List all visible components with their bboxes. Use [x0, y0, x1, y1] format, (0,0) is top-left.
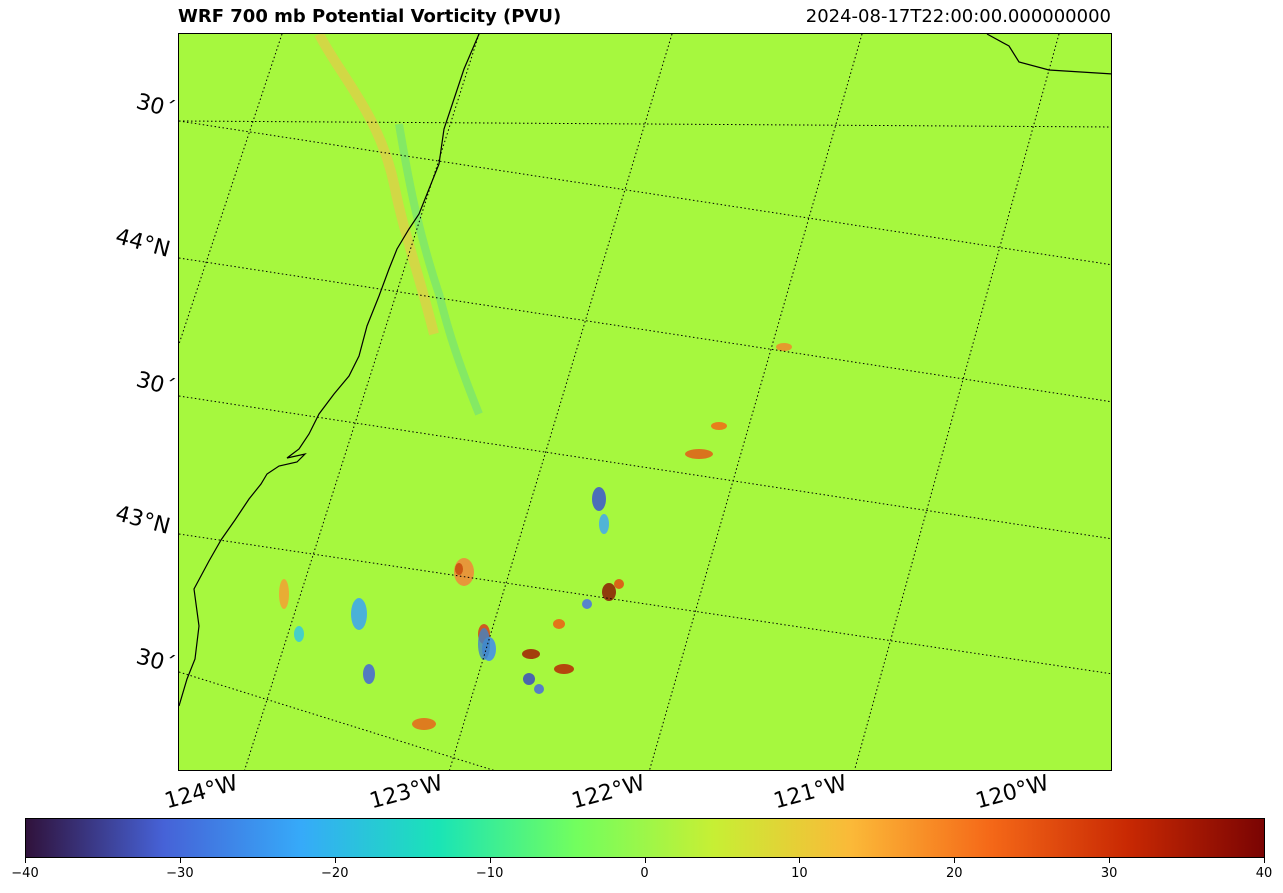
lon-label-121: 121°W — [771, 770, 850, 815]
colorbar-tick-label: −30 — [166, 866, 194, 881]
colorbar-tick-label: 0 — [640, 866, 649, 881]
lat-label-43-30: 30´ — [133, 367, 178, 402]
colorbar-tick-label: 30 — [1100, 866, 1118, 881]
colorbar-tick — [334, 858, 336, 863]
coastline — [179, 34, 1111, 707]
map-panel[interactable] — [178, 33, 1112, 771]
colorbar-tick — [179, 858, 181, 863]
valid-time: 2024-08-17T22:00:00.000000000 — [805, 6, 1111, 27]
colorbar-tick — [954, 858, 956, 863]
lat-label-43: 43°N — [112, 501, 173, 540]
lon-label-122: 122°W — [569, 770, 648, 815]
map-title: WRF 700 mb Potential Vorticity (PVU) — [178, 6, 562, 27]
colorbar-tick-label: −10 — [475, 866, 504, 881]
lat-label-42-30: 30´ — [133, 644, 178, 679]
colorbar-tick — [1109, 858, 1111, 863]
lon-label-124: 124°W — [162, 770, 241, 815]
colorbar-tick — [1264, 858, 1265, 863]
colorbar-tick — [799, 858, 801, 863]
latitude-gridlines — [179, 120, 1111, 770]
colorbar-tick-label: −40 — [11, 866, 39, 881]
lon-label-120: 120°W — [973, 770, 1052, 815]
pv-field-features — [279, 34, 792, 730]
lat-label-44: 44°N — [112, 224, 173, 263]
lat-label-44-30: 30´ — [133, 89, 178, 124]
colorbar-tick-label: 20 — [945, 866, 963, 881]
lon-label-123: 123°W — [367, 770, 446, 815]
map-background — [179, 34, 1111, 770]
colorbar-tick-label: −20 — [321, 866, 349, 881]
colorbar-tick — [489, 858, 491, 863]
colorbar-tick — [644, 858, 646, 863]
colorbar-tick-label: 10 — [791, 866, 808, 881]
colorbar-tick-label: 40 — [1255, 866, 1273, 881]
colorbar — [25, 818, 1265, 858]
colorbar-tick — [25, 858, 26, 863]
map-canvas — [179, 34, 1111, 770]
